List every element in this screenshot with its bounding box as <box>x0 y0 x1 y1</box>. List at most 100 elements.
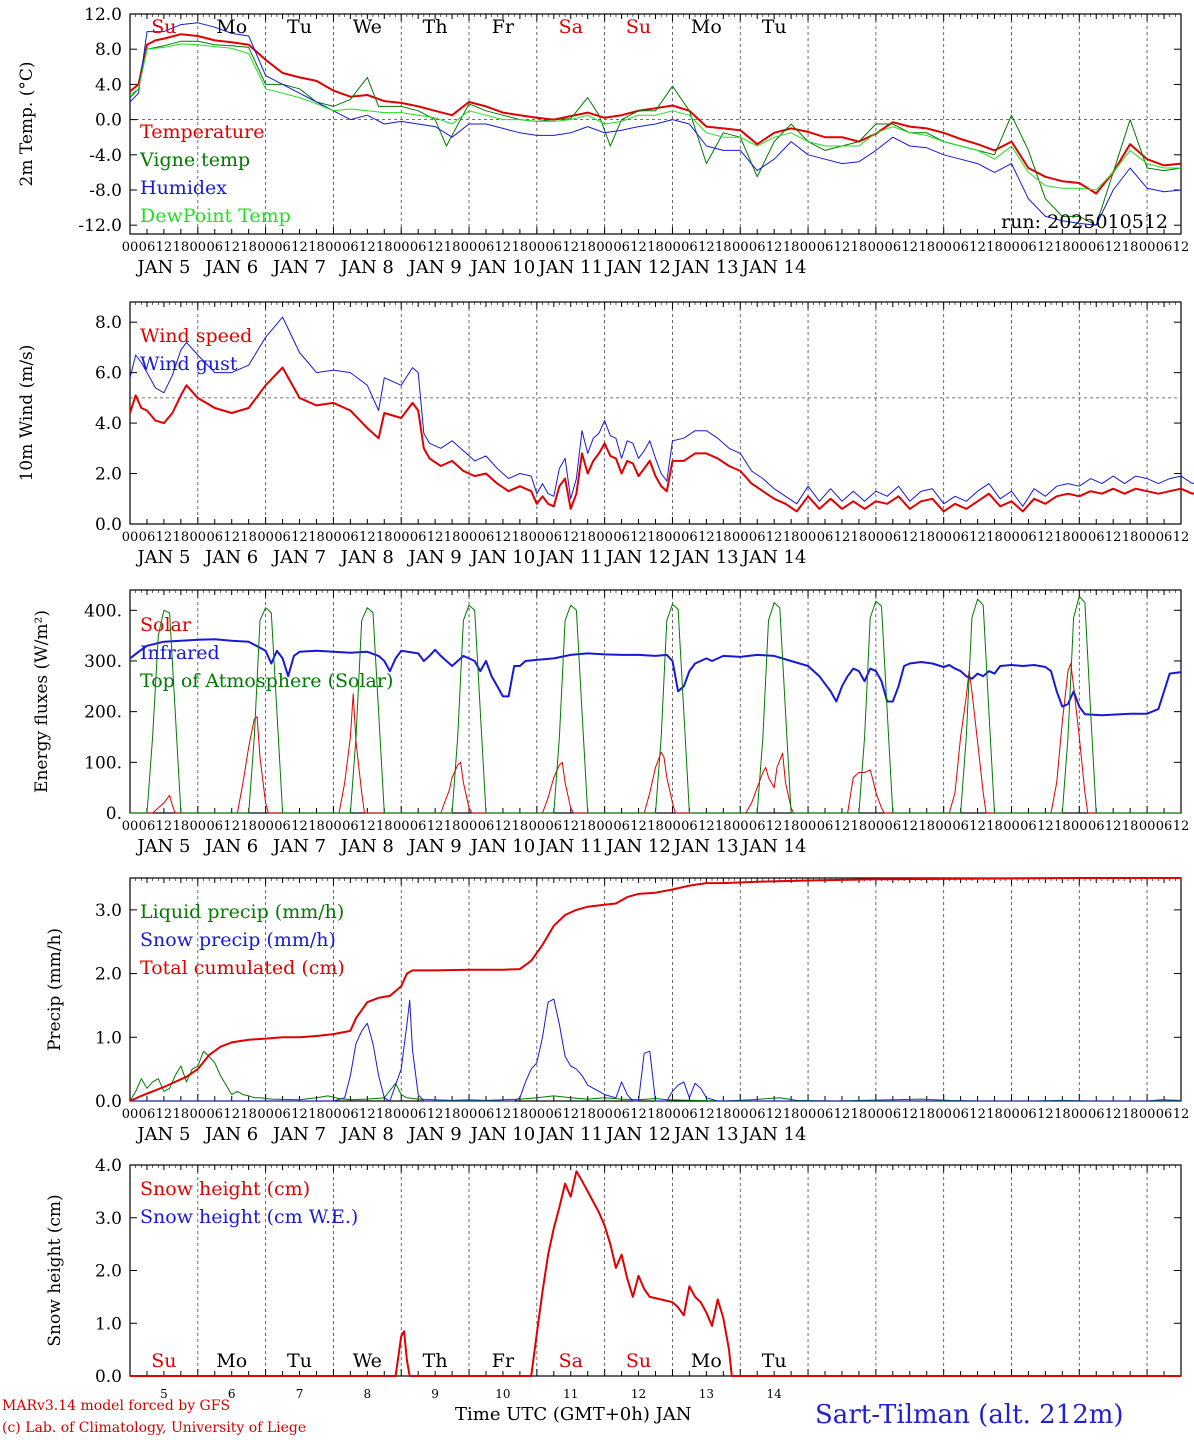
hour-label: 00 <box>461 240 478 255</box>
hour-label: 00 <box>732 530 749 545</box>
hour-label: 00 <box>664 240 681 255</box>
hour-label: 00 <box>529 240 546 255</box>
hour-label: 06 <box>546 819 563 834</box>
hour-label: 18 <box>851 240 868 255</box>
day-name: Su <box>151 16 176 38</box>
hour-label: 18 <box>715 819 732 834</box>
day-name: Mo <box>216 1350 247 1372</box>
date-label: JAN 14 <box>740 836 807 857</box>
hour-label: 00 <box>596 530 613 545</box>
hour-label: 12 <box>902 240 919 255</box>
hour-label: 18 <box>173 240 190 255</box>
hour-label: 06 <box>342 240 359 255</box>
hour-label: 06 <box>546 240 563 255</box>
hour-label: 00 <box>664 530 681 545</box>
hour-label: 00 <box>190 1107 207 1122</box>
series-line-total-cumulated-cm- <box>129 877 1181 1102</box>
hour-label: 06 <box>1020 1107 1037 1122</box>
copyright-text: (c) Lab. of Climatology, University of L… <box>2 1420 307 1436</box>
hour-label: 00 <box>529 819 546 834</box>
y-tick-label: 8.0 <box>95 313 122 333</box>
date-label: JAN 6 <box>203 547 258 568</box>
y-tick-label: 6.0 <box>95 364 122 384</box>
series-line-humidex <box>129 22 1182 226</box>
hour-label: 00 <box>257 819 274 834</box>
hour-label: 12 <box>562 240 579 255</box>
y-tick-label: 2.0 <box>95 465 122 485</box>
hour-label: 18 <box>444 819 461 834</box>
y-tick-label: 0. <box>106 804 122 824</box>
hour-label: 06 <box>206 240 223 255</box>
y-tick-label: 100. <box>84 753 122 773</box>
hour-label: 18 <box>715 240 732 255</box>
y-axis-label: 2m Temp. (°C) <box>17 61 37 186</box>
day-number-label: 11 <box>563 1387 578 1401</box>
hour-label: 00 <box>1071 819 1088 834</box>
hour-label: 00 <box>935 240 952 255</box>
hour-label: 00 <box>800 819 817 834</box>
date-label: JAN 8 <box>339 836 394 857</box>
day-name: Su <box>626 16 651 38</box>
hour-label: 18 <box>1054 819 1071 834</box>
day-name: Tu <box>287 1350 312 1372</box>
y-tick-label: 3.0 <box>95 1209 122 1229</box>
y-tick-label: 2.0 <box>95 965 122 985</box>
hour-label: 12 <box>427 819 444 834</box>
hour-label: 06 <box>1020 240 1037 255</box>
hour-label: 18 <box>918 530 935 545</box>
y-tick-label: 0.0 <box>95 1367 122 1387</box>
legend-entry: Solar <box>140 614 192 636</box>
hour-label: 12 <box>698 240 715 255</box>
hour-label: 06 <box>410 819 427 834</box>
hour-label: 18 <box>308 530 325 545</box>
day-number-label: 13 <box>699 1387 714 1401</box>
hour-label: 00 <box>190 240 207 255</box>
hour-label: 18 <box>647 819 664 834</box>
hour-label: 00 <box>325 1107 342 1122</box>
hour-label: 06 <box>139 819 156 834</box>
hour-label: 06 <box>1088 240 1105 255</box>
hour-label: 18 <box>715 530 732 545</box>
hour-label: 00 <box>122 1107 139 1122</box>
hour-label: 12 <box>562 1107 579 1122</box>
day-name: Th <box>423 1350 448 1372</box>
y-tick-label: -4.0 <box>89 146 122 166</box>
hour-label: 12 <box>834 1107 851 1122</box>
hour-label: 00 <box>1139 1107 1156 1122</box>
hour-label: 06 <box>342 819 359 834</box>
hour-label: 00 <box>325 819 342 834</box>
hour-label: 06 <box>749 240 766 255</box>
hour-label: 00 <box>393 240 410 255</box>
hour-label: 06 <box>817 530 834 545</box>
series-line-vigne-temp <box>129 40 1182 226</box>
hour-label: 18 <box>240 819 257 834</box>
plot-frame <box>129 301 1182 525</box>
hour-label: 12 <box>359 819 376 834</box>
hour-label: 00 <box>868 530 885 545</box>
date-label: JAN 5 <box>135 257 190 278</box>
hour-label: 06 <box>478 240 495 255</box>
hour-label: 18 <box>1054 530 1071 545</box>
hour-label: 00 <box>1003 819 1020 834</box>
hour-label: 06 <box>478 530 495 545</box>
hour-label: 06 <box>1156 530 1173 545</box>
hour-label: 18 <box>986 1107 1003 1122</box>
station-label: Sart-Tilman (alt. 212m) <box>815 1400 1124 1430</box>
hour-label: 06 <box>342 1107 359 1122</box>
hour-label: 18 <box>579 240 596 255</box>
series-line-liquid-precip-mm-h- <box>129 1050 1182 1102</box>
hour-label: 18 <box>647 1107 664 1122</box>
hour-label: 18 <box>715 1107 732 1122</box>
hour-label: 18 <box>1054 1107 1071 1122</box>
hour-label: 00 <box>868 1107 885 1122</box>
legend-entry: Liquid precip (mm/h) <box>140 901 344 923</box>
y-tick-label: 300. <box>84 652 122 672</box>
day-name: Tu <box>762 1350 787 1372</box>
hour-label: 06 <box>952 240 969 255</box>
date-label: JAN 10 <box>469 257 536 278</box>
hour-label: 06 <box>749 819 766 834</box>
hour-label: 12 <box>223 240 240 255</box>
hour-label: 12 <box>630 1107 647 1122</box>
day-number-label: 9 <box>431 1387 439 1401</box>
panel-1: 12.0 8.0 4.0 0.0 -4.0 -8.0 -12.0 2m Temp. (°C) T… <box>17 5 1189 278</box>
